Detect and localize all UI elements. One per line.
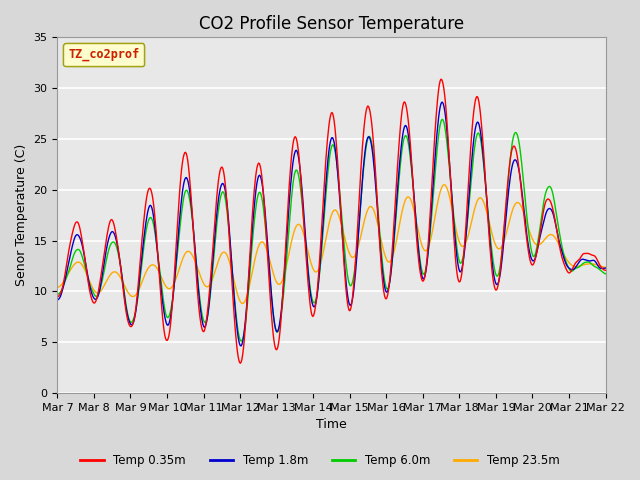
Temp 6.0m: [175, 230, 183, 236]
Temp 1.8m: [237, 343, 245, 349]
Legend: TZ_co2prof: TZ_co2prof: [63, 43, 144, 66]
Line: Temp 23.5m: Temp 23.5m: [58, 185, 605, 303]
Temp 6.0m: [54, 291, 61, 297]
Temp 23.5m: [602, 264, 609, 270]
Temp 1.8m: [399, 132, 406, 137]
Temp 6.0m: [438, 117, 446, 122]
Temp 0.35m: [415, 259, 422, 264]
Temp 23.5m: [205, 284, 212, 289]
Temp 23.5m: [54, 285, 61, 290]
Temp 1.8m: [602, 265, 609, 271]
Temp 6.0m: [399, 142, 406, 147]
Line: Temp 1.8m: Temp 1.8m: [58, 102, 605, 346]
Temp 23.5m: [440, 182, 448, 188]
Temp 6.0m: [415, 247, 422, 252]
Temp 6.0m: [205, 308, 212, 314]
Temp 1.8m: [63, 266, 71, 272]
Temp 23.5m: [399, 206, 406, 212]
Temp 23.5m: [415, 230, 422, 236]
Temp 1.8m: [205, 307, 212, 313]
Temp 1.8m: [175, 219, 183, 225]
Temp 0.35m: [54, 294, 61, 300]
Y-axis label: Senor Temperature (C): Senor Temperature (C): [15, 144, 28, 287]
Temp 1.8m: [54, 297, 61, 303]
Title: CO2 Profile Sensor Temperature: CO2 Profile Sensor Temperature: [199, 15, 464, 33]
Temp 6.0m: [602, 271, 609, 276]
Temp 1.8m: [120, 288, 127, 294]
Temp 23.5m: [175, 265, 183, 271]
Temp 23.5m: [120, 281, 127, 287]
Temp 0.35m: [205, 300, 212, 306]
Temp 0.35m: [237, 360, 244, 366]
Temp 0.35m: [63, 257, 71, 263]
X-axis label: Time: Time: [316, 419, 347, 432]
Temp 0.35m: [175, 192, 183, 198]
Temp 1.8m: [415, 250, 422, 256]
Temp 6.0m: [120, 286, 127, 291]
Temp 6.0m: [237, 338, 245, 344]
Temp 0.35m: [399, 103, 406, 109]
Temp 23.5m: [63, 273, 71, 278]
Temp 1.8m: [438, 99, 446, 105]
Temp 0.35m: [120, 291, 127, 297]
Temp 0.35m: [437, 76, 445, 82]
Legend: Temp 0.35m, Temp 1.8m, Temp 6.0m, Temp 23.5m: Temp 0.35m, Temp 1.8m, Temp 6.0m, Temp 2…: [76, 449, 564, 472]
Temp 0.35m: [602, 267, 609, 273]
Line: Temp 6.0m: Temp 6.0m: [58, 120, 605, 341]
Temp 6.0m: [63, 272, 71, 278]
Temp 23.5m: [239, 300, 246, 306]
Line: Temp 0.35m: Temp 0.35m: [58, 79, 605, 363]
